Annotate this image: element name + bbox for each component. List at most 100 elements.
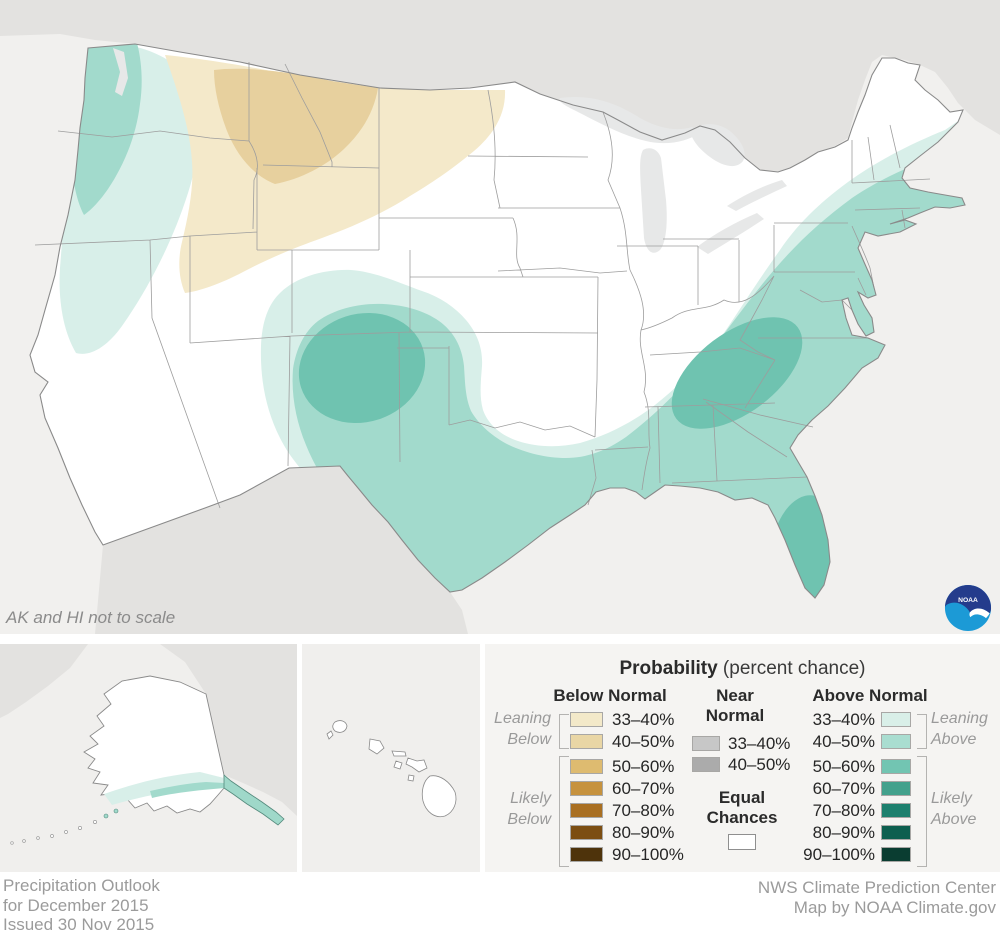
island-kauai	[332, 720, 348, 733]
legend-title-bold: Probability	[619, 658, 718, 679]
legend-range-label: 33–40%	[728, 734, 791, 753]
legend-equal-chances-1: Equal	[718, 788, 766, 807]
island-hawaii	[421, 775, 457, 818]
footer-credit: Map by NOAA Climate.gov	[793, 897, 996, 917]
legend-header-near-2: Normal	[705, 706, 765, 725]
legend-row: 90–100%	[485, 845, 1000, 864]
aleutian-islands-teal	[103, 808, 119, 819]
us-outline	[29, 43, 966, 599]
hawaiian-islands	[326, 720, 457, 818]
legend-swatch	[881, 847, 911, 862]
legend-row: 60–70%	[485, 779, 1000, 798]
lake-superior	[559, 96, 700, 144]
legend-panel: Probability (percent chance) Below Norma…	[485, 644, 1000, 872]
legend-row: 90–100%	[485, 845, 1000, 864]
legend-row: 70–80%	[485, 801, 1000, 820]
legend-range-label: 90–100%	[612, 845, 684, 864]
noaa-logo-svg: NOAA	[944, 584, 992, 632]
legend-row: 40–50%	[485, 732, 1000, 751]
above-normal-50-60-newmexico-texas	[298, 312, 426, 424]
equal-chances-swatch	[728, 834, 756, 850]
lake-huron	[690, 124, 745, 167]
legend-swatch	[570, 759, 603, 774]
lake-erie	[697, 213, 764, 254]
canada-landmass-ak	[160, 644, 297, 816]
footer-issued-date: Issued 30 Nov 2015	[3, 915, 155, 934]
legend-range-label: 40–50%	[812, 732, 875, 751]
label-leaning-above-2: Above	[931, 731, 977, 748]
label-likely-below-1: Likely	[510, 790, 551, 807]
label-leaning-above: Leaning Above	[931, 708, 999, 750]
legend-range-label: 50–60%	[812, 757, 875, 776]
legend-swatch	[692, 736, 720, 751]
bracket-leaning-below	[559, 714, 569, 749]
legend-row: 40–50%	[485, 732, 1000, 751]
island-molokai	[391, 750, 407, 757]
legend-range-label: 50–60%	[612, 757, 675, 776]
canada-landmass	[0, 0, 1000, 172]
bracket-likely-below	[559, 756, 569, 867]
label-leaning-below-2: Below	[507, 731, 551, 748]
label-likely-below: Likely Below	[485, 788, 551, 830]
label-likely-above-2: Above	[931, 811, 977, 828]
legend-swatch	[570, 734, 603, 749]
legend-row: 33–40%	[485, 710, 1000, 729]
hawaii-inset-svg	[302, 644, 480, 872]
alaska-panhandle	[223, 774, 285, 826]
legend-row: 33–40%	[485, 734, 1000, 753]
island-maui	[405, 757, 428, 773]
hawaii-inset-panel	[302, 644, 480, 872]
bracket-likely-above	[917, 756, 927, 867]
legend-header-near-1: Near	[716, 686, 754, 705]
legend-swatch	[570, 847, 603, 862]
legend-range-label: 60–70%	[612, 779, 675, 798]
alaska-inset-svg	[0, 644, 297, 872]
legend-range-label: 60–70%	[812, 779, 875, 798]
russia-landmass	[0, 644, 88, 718]
legend-row: 40–50%	[485, 755, 1000, 774]
legend-swatch	[570, 803, 603, 818]
legend-row: 60–70%	[485, 779, 1000, 798]
alaska-inset-panel	[0, 644, 297, 872]
bracket-leaning-above	[917, 714, 927, 749]
legend-range-label: 40–50%	[612, 732, 675, 751]
legend-swatch	[881, 734, 911, 749]
footer-period: for December 2015	[3, 895, 149, 915]
legend-swatch	[570, 781, 603, 796]
legend-title-suffix: (percent chance)	[717, 658, 866, 679]
legend-swatch	[881, 781, 911, 796]
legend-row: 70–80%	[485, 801, 1000, 820]
legend-title: Probability (percent chance)	[485, 658, 1000, 680]
conus-map-svg	[0, 0, 1000, 634]
noaa-logo: NOAA	[944, 584, 992, 632]
footer-source: NWS Climate Prediction Center	[757, 878, 996, 897]
state-borders	[34, 62, 931, 509]
legend-range-label: 33–40%	[812, 710, 875, 729]
footer-attribution-left: Precipitation Outlook for December 2015 …	[3, 876, 160, 935]
legend-swatch	[570, 825, 603, 840]
island-lanai	[393, 760, 403, 770]
legend-row: 33–40%	[485, 710, 1000, 729]
aleutian-islands	[10, 820, 97, 845]
puget-sound	[113, 48, 128, 96]
legend-range-label: 80–90%	[812, 823, 875, 842]
legend-range-label: 70–80%	[612, 801, 675, 820]
legend-swatch	[692, 757, 720, 772]
legend-equal-chances-2: Chances	[706, 808, 778, 827]
lake-michigan	[640, 148, 667, 253]
footer-title: Precipitation Outlook	[3, 876, 160, 895]
above-normal-50-60-appalachians	[671, 317, 803, 429]
scale-note: AK and HI not to scale	[6, 608, 176, 627]
legend-row: 50–60%	[485, 757, 1000, 776]
label-likely-above: Likely Above	[931, 788, 999, 830]
island-oahu	[368, 738, 385, 755]
legend-row: 50–60%	[485, 757, 1000, 776]
legend-swatch	[881, 825, 911, 840]
label-leaning-above-1: Leaning	[931, 710, 988, 727]
below-normal-40-50-region	[214, 68, 378, 184]
legend-swatch	[570, 712, 603, 727]
above-normal-ak-coast-40-50	[150, 782, 226, 798]
label-leaning-below: Leaning Below	[485, 708, 551, 750]
noaa-logo-text: NOAA	[958, 597, 978, 604]
